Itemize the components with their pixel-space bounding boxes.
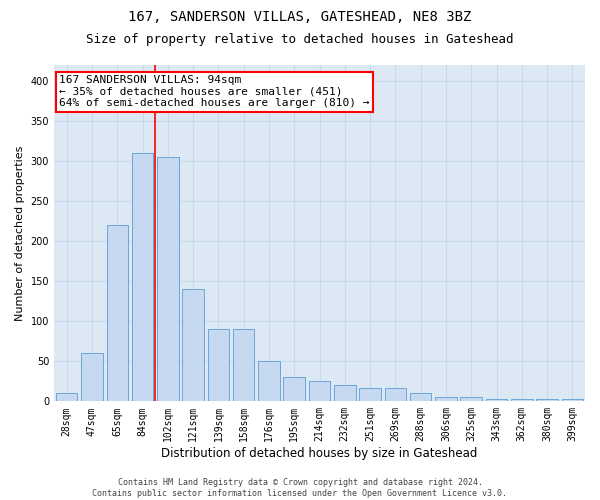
Bar: [157, 157, 179, 402]
Bar: [359, 388, 381, 402]
Bar: [56, 394, 77, 402]
Bar: [283, 378, 305, 402]
Bar: [410, 394, 431, 402]
Bar: [258, 362, 280, 402]
Bar: [81, 354, 103, 402]
Bar: [486, 399, 507, 402]
Bar: [562, 399, 583, 402]
X-axis label: Distribution of detached houses by size in Gateshead: Distribution of detached houses by size …: [161, 447, 478, 460]
Bar: [233, 330, 254, 402]
Text: Contains HM Land Registry data © Crown copyright and database right 2024.
Contai: Contains HM Land Registry data © Crown c…: [92, 478, 508, 498]
Text: Size of property relative to detached houses in Gateshead: Size of property relative to detached ho…: [86, 32, 514, 46]
Bar: [132, 153, 153, 402]
Bar: [385, 388, 406, 402]
Text: 167, SANDERSON VILLAS, GATESHEAD, NE8 3BZ: 167, SANDERSON VILLAS, GATESHEAD, NE8 3B…: [128, 10, 472, 24]
Bar: [334, 386, 356, 402]
Bar: [511, 399, 533, 402]
Bar: [182, 289, 204, 402]
Bar: [536, 399, 558, 402]
Bar: [208, 330, 229, 402]
Bar: [107, 225, 128, 402]
Bar: [460, 398, 482, 402]
Y-axis label: Number of detached properties: Number of detached properties: [15, 146, 25, 321]
Bar: [435, 398, 457, 402]
Text: 167 SANDERSON VILLAS: 94sqm
← 35% of detached houses are smaller (451)
64% of se: 167 SANDERSON VILLAS: 94sqm ← 35% of det…: [59, 75, 370, 108]
Bar: [309, 382, 330, 402]
